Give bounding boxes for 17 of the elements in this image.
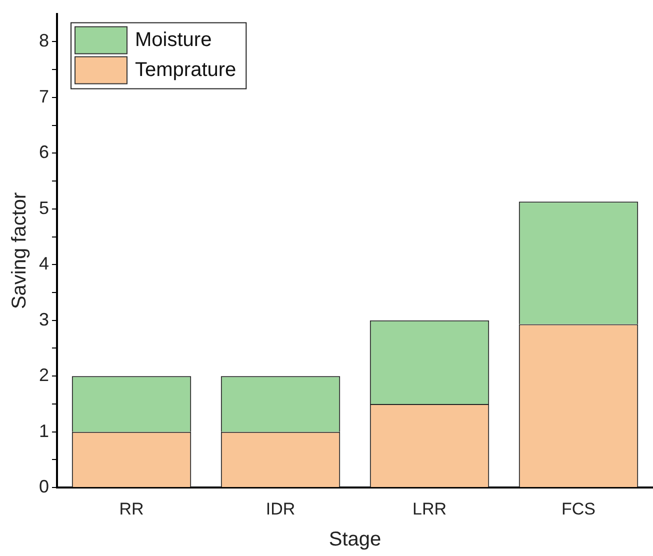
y-tick-label: 3	[38, 309, 50, 330]
y-tick-label: 5	[38, 198, 50, 218]
x-tick-label: RR	[119, 499, 144, 518]
x-axis-title: Stage	[328, 528, 382, 551]
y-tick-label: 1	[38, 420, 50, 441]
legend-label: Moisture	[135, 28, 212, 51]
x-tick-label: IDR	[266, 499, 296, 518]
x-tick-label: LRR	[412, 499, 447, 518]
x-tick-label: FCS	[562, 499, 596, 518]
y-tick-label: 0	[38, 476, 50, 497]
y-tick-label: 4	[38, 254, 50, 274]
y-tick-label: 6	[38, 142, 50, 162]
y-axis-title: Saving factor	[8, 192, 31, 310]
legend-label: Temprature	[135, 58, 236, 81]
y-tick-label: 8	[38, 30, 50, 51]
y-tick-label: 2	[38, 365, 50, 386]
y-tick-label: 7	[38, 86, 50, 106]
